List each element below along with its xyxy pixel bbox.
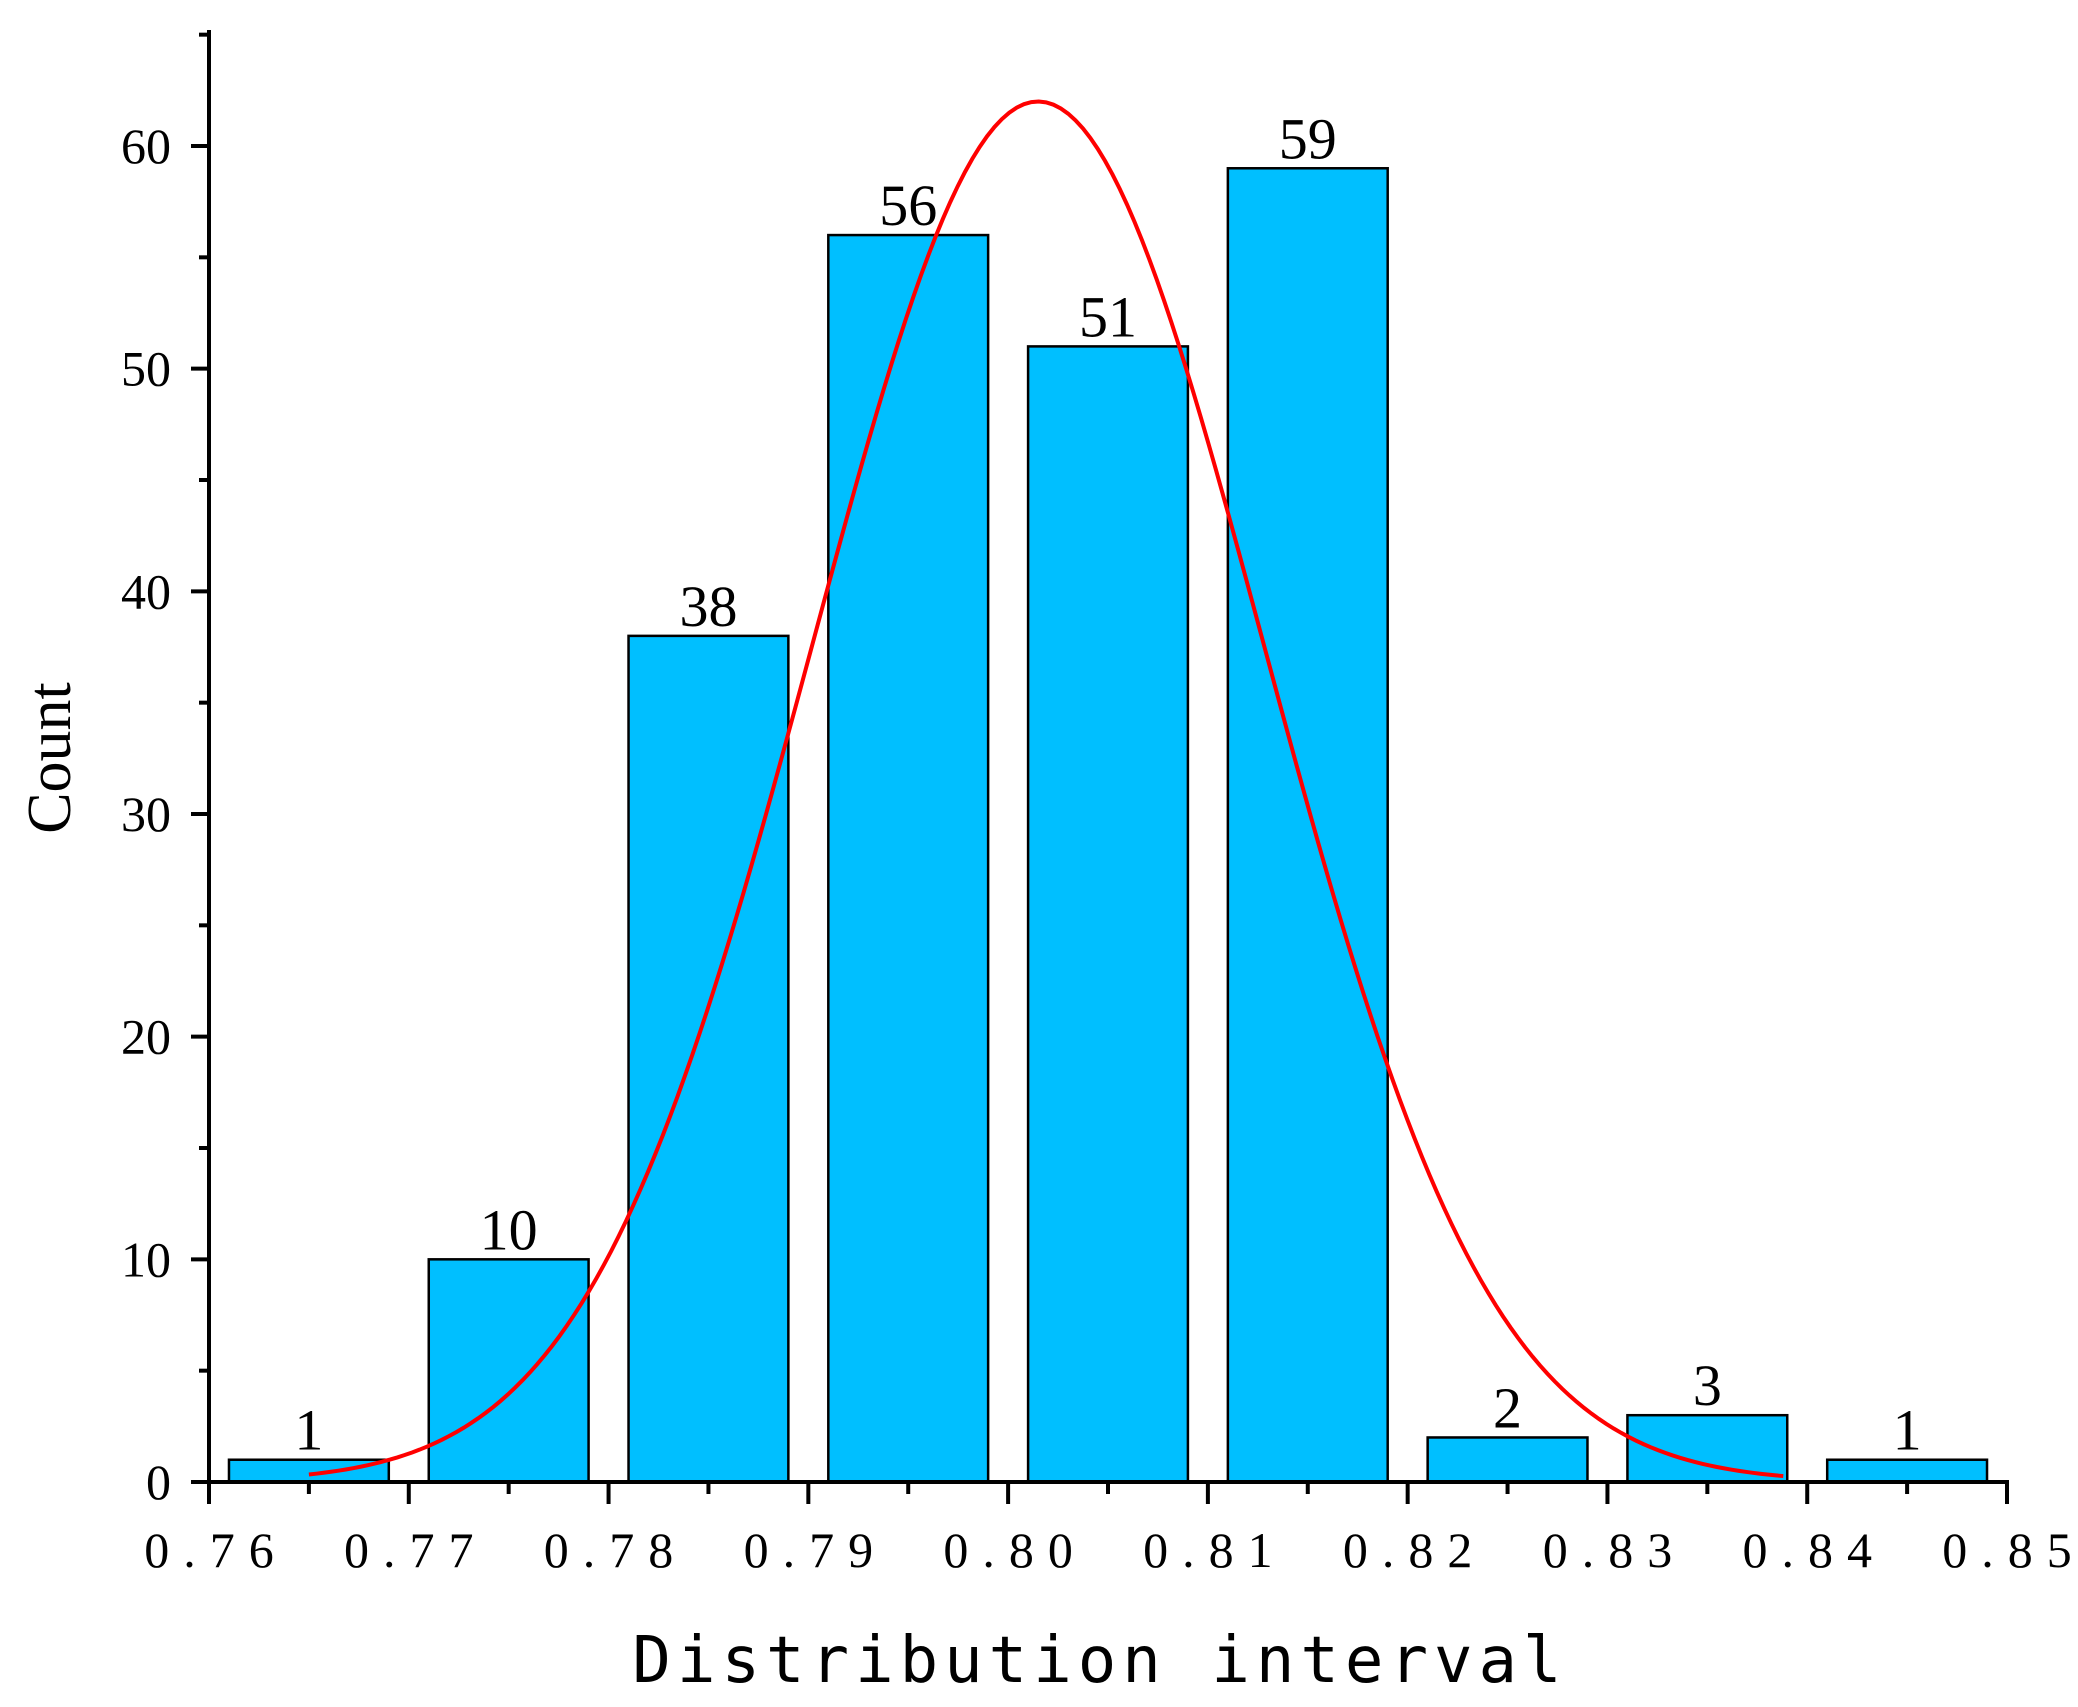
bars — [227, 167, 1989, 1484]
bar-value-label-7: 3 — [1693, 1353, 1722, 1418]
bar-8 — [1825, 1458, 1989, 1484]
x-tick-label-9: 0.85 — [1942, 1522, 2078, 1578]
bar-4 — [1026, 345, 1190, 1484]
bar-1 — [427, 1258, 590, 1484]
x-axis-ticks: 0.76 0.77 0.78 0.79 0.80 0.81 0.82 0.83 0.84 0.85 — [144, 1482, 2078, 1578]
bar-value-label-8: 1 — [1893, 1398, 1922, 1463]
x-tick-label-1: 0.77 — [344, 1522, 488, 1578]
x-tick-label-8: 0.84 — [1742, 1522, 1886, 1578]
bar-value-label-2: 38 — [679, 574, 737, 639]
bar-value-label-6: 2 — [1493, 1375, 1522, 1440]
bar-value-label-1: 10 — [480, 1197, 538, 1262]
y-tick-label-6: 60 — [121, 118, 171, 174]
x-tick-label-5: 0.81 — [1143, 1522, 1287, 1578]
bar-2 — [627, 634, 790, 1484]
bar-0 — [227, 1458, 391, 1484]
x-tick-label-7: 0.83 — [1543, 1522, 1687, 1578]
bar-5 — [1226, 167, 1389, 1484]
x-tick-label-4: 0.80 — [943, 1522, 1087, 1578]
bar-value-label-3: 56 — [879, 173, 937, 238]
bar-value-label-5: 59 — [1279, 106, 1337, 171]
y-tick-label-0: 0 — [146, 1454, 171, 1510]
bar-value-labels: 1 10 38 56 51 59 2 3 1 — [294, 106, 1921, 1462]
x-tick-label-6: 0.82 — [1343, 1522, 1487, 1578]
normal-fit-curve — [308, 99, 1784, 1479]
x-tick-label-2: 0.78 — [544, 1522, 688, 1578]
y-tick-label-5: 50 — [121, 341, 171, 397]
y-tick-label-1: 10 — [121, 1231, 171, 1287]
bar-6 — [1426, 1436, 1589, 1484]
y-tick-label-2: 20 — [121, 1009, 171, 1065]
y-tick-label-4: 40 — [121, 563, 171, 619]
bar-3 — [827, 233, 990, 1484]
y-axis-title: Count — [16, 682, 84, 834]
x-tick-label-0: 0.76 — [144, 1522, 288, 1578]
y-tick-label-3: 30 — [121, 786, 171, 842]
y-axis-ticks: 0 10 20 30 40 50 60 — [121, 32, 209, 1510]
x-axis-title: Distribution interval — [632, 1624, 1567, 1698]
bar-value-label-0: 1 — [294, 1398, 323, 1463]
bar-value-label-4: 51 — [1079, 284, 1137, 349]
x-tick-label-3: 0.79 — [744, 1522, 888, 1578]
